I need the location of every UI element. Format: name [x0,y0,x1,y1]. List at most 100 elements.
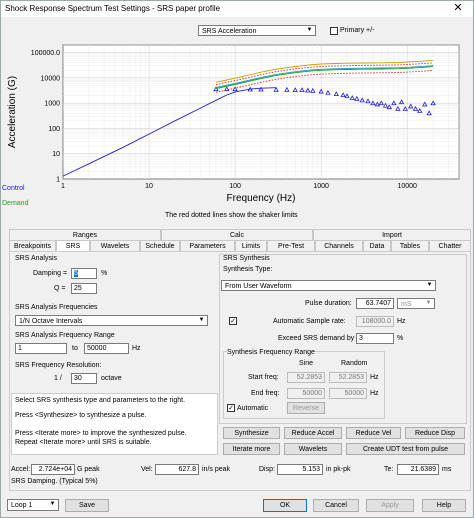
plot-type-select[interactable]: SRS Acceleration ▼ [198,25,316,36]
chevron-down-icon: ▼ [198,317,205,323]
close-icon[interactable]: ✕ [453,2,463,14]
apply-button[interactable]: Apply [366,499,414,512]
control-point [333,91,339,97]
tab-chatter[interactable]: Chatter [429,240,471,251]
cancel-button[interactable]: Cancel [313,499,359,512]
help-box: Select SRS synthesis type and parameters… [11,393,218,455]
analysis-freq-label: SRS Analysis Frequencies [15,304,98,311]
loop-select[interactable]: Loop 1 ▼ [7,499,59,511]
control-point [395,105,401,111]
tab-tables[interactable]: Tables [391,240,429,251]
x-tick-label: 1000 [313,183,329,190]
y-tick-label: 10 [52,151,60,158]
tab-row: Breakpoints SRS Wavelets Schedule Parame… [9,240,471,251]
loop-value: Loop 1 [11,502,33,509]
help-button[interactable]: Help [422,499,466,512]
primary-checkbox[interactable] [330,27,338,35]
pulse-unit-select[interactable]: mS ▼ [397,298,435,309]
resolution-unit: octave [101,375,122,382]
tab-import[interactable]: Import [313,229,471,240]
disp-label: Disp: [259,466,275,473]
tab-channels[interactable]: Channels [315,240,363,251]
start-random-input[interactable]: 52.2853 [329,372,367,383]
tab-limits[interactable]: Limits [235,240,267,251]
x-tick-label: 1 [61,183,65,190]
tab-breakpoints[interactable]: Breakpoints [9,240,56,251]
help-line-4: Repeat <Iterate more> until SRS is suita… [15,439,152,446]
reduce-vel-button[interactable]: Reduce Vel [346,427,401,439]
control-point [417,107,423,113]
chart-note: The red dotted lines show the shaker lim… [165,212,298,219]
range-unit: Hz [132,345,141,352]
control-point [430,100,436,106]
range-to-input[interactable]: 50000 [84,343,129,354]
control-point [232,86,238,92]
tab-schedule[interactable]: Schedule [140,240,180,251]
start-sine-input[interactable]: 52.2853 [287,372,325,383]
control-point [299,87,305,93]
tab-data[interactable]: Data [363,240,391,251]
lower-limit-line [215,69,434,93]
control-point [398,99,405,105]
analysis-freq-select[interactable]: 1/N Octave Intervals ▼ [15,315,208,326]
tab-ranges[interactable]: Ranges [9,229,161,240]
help-line-3: Press <Iterate more> to improve the synt… [15,430,187,437]
auto-rate-checkbox[interactable]: ✓ [229,317,237,325]
reverse-button[interactable]: Reverse [287,402,325,414]
create-udt-button[interactable]: Create UDT test from pulse [346,443,465,455]
exceed-label: Exceed SRS demand by [278,335,355,342]
synthesize-button[interactable]: Synthesize [223,427,280,439]
control-point [305,87,311,93]
reduce-disp-button[interactable]: Reduce Disp [405,427,465,439]
damping-input[interactable]: 5 [71,268,97,279]
tab-calc[interactable]: Calc [161,229,313,240]
q-label: Q = [54,285,66,292]
q-input[interactable]: 25 [71,283,97,294]
x-tick-label: 10000 [397,183,417,190]
te-label: Te: [384,466,394,473]
plot-type-value: SRS Acceleration [202,28,257,35]
synthesis-freq-heading: Synthesis Frequency Range [227,349,315,356]
control-point [386,104,393,110]
chevron-down-icon: ▼ [306,27,313,33]
control-line [62,87,277,177]
reduce-accel-button[interactable]: Reduce Accel [284,427,342,439]
y-tick-label: 1 [56,177,60,184]
automatic-label: Automatic [237,405,269,412]
end-random-input[interactable]: 50000 [329,388,367,399]
accel-value: 2.724e+04 [31,464,75,475]
tab-srs[interactable]: SRS [56,240,90,251]
pulse-duration-input[interactable]: 63.7407 [356,298,394,309]
control-point [224,86,230,92]
end-sine-input[interactable]: 50000 [287,388,325,399]
save-button[interactable]: Save [65,499,109,512]
ok-button[interactable]: OK [263,499,307,512]
legend-demand: Demand [2,200,29,207]
pulse-unit-value: mS [401,301,412,308]
control-point [340,92,346,98]
control-point [318,88,324,94]
col-sine: Sine [299,360,314,367]
primary-label: Primary +/- [340,27,375,34]
demand-line [215,66,434,89]
exceed-input[interactable]: 3 [356,333,394,344]
chevron-down-icon: ▼ [425,300,432,306]
upper-abort-line [215,59,434,83]
wavelets-button[interactable]: Wavelets [284,443,342,455]
control-point [426,110,432,116]
exceed-unit: % [397,335,404,342]
range-from-input[interactable]: 1 [15,343,67,354]
auto-rate-input[interactable]: 108000.0 [356,316,394,327]
resolution-input[interactable]: 30 [71,373,97,384]
te-value: 21.6389 [397,464,439,475]
control-point [354,95,360,101]
auto-rate-label: Automatic Sample rate: [273,318,346,325]
automatic-checkbox[interactable]: ✓ [227,404,235,412]
iterate-more-button[interactable]: Iterate more [223,443,280,455]
tab-pre-test[interactable]: Pre-Test [267,240,315,251]
synthesis-type-select[interactable]: From User Waveform ▼ [221,280,436,291]
control-point [402,105,408,111]
tab-wavelets[interactable]: Wavelets [90,240,140,251]
tab-parameters[interactable]: Parameters [180,240,235,251]
